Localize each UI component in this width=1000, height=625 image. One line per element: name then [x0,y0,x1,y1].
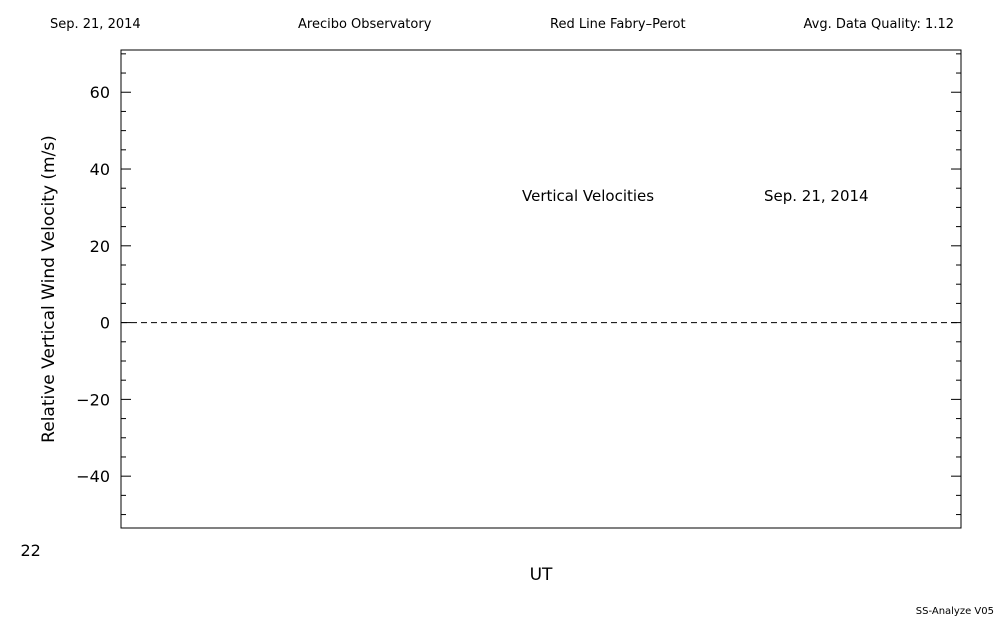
header-date: Sep. 21, 2014 [50,17,141,32]
annotation-title: Vertical Velocities [522,187,654,205]
x-axis: 220246810 [20,541,40,560]
annotation-date: Sep. 21, 2014 [764,187,869,205]
y-tick-label: −40 [76,467,110,486]
plot-frame [120,49,962,529]
header-instrument: Red Line Fabry–Perot [550,17,686,32]
software-version: SS-Analyze V05 [915,606,994,617]
x-tick-label: 22 [20,541,40,560]
y-tick-label: 60 [90,83,110,102]
x-axis-label: UT [530,565,553,585]
y-tick-label: 40 [90,160,110,179]
y-tick-label: 20 [90,237,110,256]
header-observatory: Arecibo Observatory [298,17,432,32]
y-axis: −40 −20 0 20 40 60 [76,53,961,516]
y-tick-label: −20 [76,390,110,409]
y-axis-label: Relative Vertical Wind Velocity (m/s) [39,135,59,443]
y-tick-label: 0 [100,314,110,333]
header-data-quality: Avg. Data Quality: 1.12 [803,17,954,32]
